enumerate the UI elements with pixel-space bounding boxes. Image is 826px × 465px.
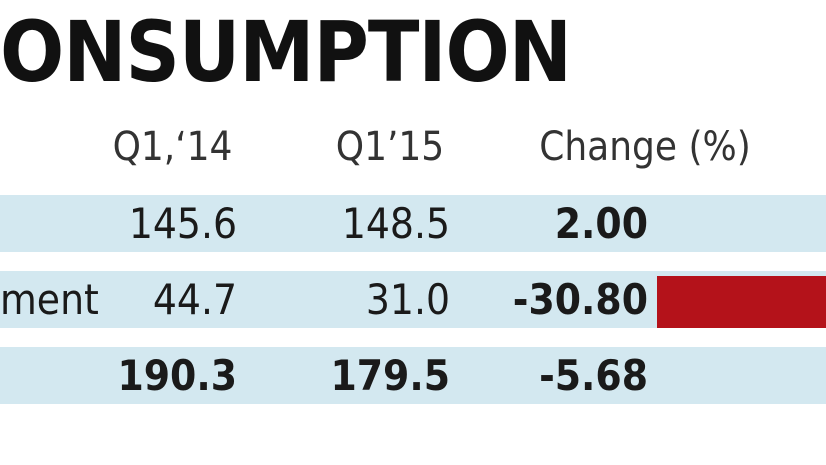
cell: -30.80: [512, 275, 648, 324]
change-bar: [657, 276, 826, 328]
column-header: Change (%): [539, 124, 751, 170]
cell: 145.6: [128, 199, 237, 248]
cell: 44.7: [152, 275, 237, 324]
cell: 31.0: [365, 275, 450, 324]
row-label: ment: [0, 275, 99, 324]
cell: 2.00: [554, 199, 648, 248]
cell: -5.68: [539, 351, 648, 400]
cell: 148.5: [341, 199, 450, 248]
column-header: Q1,‘14: [112, 124, 233, 170]
title: ONSUMPTION: [0, 3, 572, 101]
row-band: [0, 347, 826, 404]
row-band: [0, 195, 826, 252]
column-header: Q1’15: [335, 124, 445, 170]
cell: 190.3: [117, 351, 237, 400]
cell: 179.5: [330, 351, 450, 400]
